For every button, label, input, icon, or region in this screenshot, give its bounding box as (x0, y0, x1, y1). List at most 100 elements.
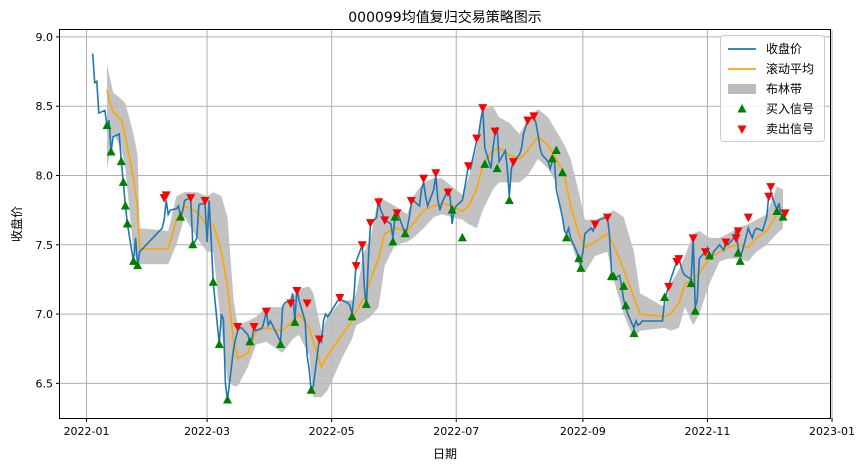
sell-signal-marker (314, 335, 324, 345)
buy-signal-marker (576, 263, 586, 272)
buy-signal-marker (557, 167, 567, 177)
sell-signal-marker (700, 248, 710, 257)
buy-signal-marker (245, 336, 255, 346)
chart-title: 000099均值复归交易策略图示 (348, 9, 541, 26)
sell-signal-marker (357, 241, 367, 250)
x-tick-label: 2022-07 (433, 425, 479, 438)
sell-signal-marker (764, 192, 774, 202)
y-tick-label: 7.0 (36, 308, 54, 321)
buy-signal-marker (222, 394, 232, 404)
sell-signal-marker (351, 262, 361, 271)
x-tick-label: 2023-01 (809, 425, 855, 438)
sell-signal-marker (721, 238, 731, 248)
sell-signal-marker (186, 194, 196, 203)
y-tick-label: 8.0 (36, 170, 54, 183)
sell-signal-marker (523, 116, 533, 126)
buy-signal-marker (129, 256, 139, 265)
buy-signal-marker (208, 277, 218, 286)
buy-signal-marker (361, 299, 371, 308)
rolling-mean-line (106, 89, 784, 369)
sell-signal-marker (419, 174, 429, 184)
rolling-mean-series (106, 89, 784, 369)
sell-signal-marker (731, 234, 741, 243)
sell-signal-marker (286, 299, 296, 308)
buy-signals (102, 120, 788, 404)
sell-signal-marker (602, 213, 612, 223)
x-tick-label: 2022-03 (184, 425, 230, 438)
buy-signal-marker (120, 200, 130, 210)
sell-signal-marker (392, 209, 402, 218)
buy-signal-marker (562, 232, 572, 242)
legend-box (720, 35, 825, 142)
buy-signal-marker (276, 339, 286, 349)
sell-signal-marker (674, 255, 684, 264)
buy-signal-marker (214, 339, 224, 349)
buy-signal-marker (133, 260, 143, 270)
plot-area (59, 29, 831, 419)
sell-signal-marker (664, 282, 674, 292)
buy-signal-marker (686, 278, 696, 288)
x-tick-label: 2022-09 (560, 425, 606, 438)
x-tick-label: 2022-01 (64, 425, 110, 438)
bollinger-band (107, 64, 783, 398)
buy-signal-marker (609, 271, 619, 281)
buy-signal-marker (492, 163, 502, 173)
sell-signal-marker (508, 158, 518, 167)
legend-swatch-buy (737, 104, 747, 113)
buy-signal-marker (621, 300, 631, 310)
buy-signal-marker (660, 292, 670, 301)
sell-signal-marker (233, 323, 243, 332)
buy-signal-marker (735, 256, 745, 265)
buy-signal-marker (388, 237, 398, 246)
buy-signal-marker (504, 195, 514, 204)
buy-signal-marker (547, 153, 557, 163)
sell-signal-marker (249, 323, 259, 332)
buy-signal-marker (551, 145, 561, 155)
sell-signal-marker (380, 216, 390, 225)
sell-signal-marker (292, 287, 302, 296)
sell-signal-marker (733, 227, 743, 236)
sell-signal-marker (406, 196, 416, 206)
buy-signal-marker (619, 281, 629, 290)
sell-signal-marker (261, 307, 271, 317)
sell-signal-marker (590, 220, 600, 229)
buy-signal-marker (290, 317, 300, 326)
y-tick-label: 6.5 (36, 377, 54, 390)
buy-signal-marker (122, 219, 132, 228)
y-tick-label: 7.5 (36, 239, 54, 252)
buy-signal-marker (106, 146, 116, 156)
x-tick-label: 2022-05 (309, 425, 355, 438)
legend-label-band: 布林带 (766, 82, 802, 96)
buy-signal-marker (400, 228, 410, 238)
buy-signal-marker (772, 206, 782, 216)
x-tick-label: 2022-11 (684, 425, 730, 438)
sell-signal-marker (463, 162, 473, 171)
sell-signal-marker (431, 169, 441, 178)
legend-label-buy: 买入信号 (766, 102, 814, 116)
sell-signal-marker (743, 213, 753, 223)
x-axis-label: 日期 (433, 447, 457, 461)
sell-signal-marker (766, 183, 776, 192)
sell-signal-marker (335, 293, 345, 303)
sell-signal-marker (374, 198, 384, 207)
buy-signal-marker (480, 159, 490, 168)
legend-swatch-band (728, 84, 756, 94)
sell-signal-marker (443, 188, 453, 198)
buy-signal-marker (574, 253, 584, 263)
buy-signal-marker (176, 212, 186, 221)
buy-signal-marker (118, 177, 128, 186)
buy-signal-marker (733, 248, 743, 257)
legend-label-close: 收盘价 (766, 41, 802, 56)
sell-signal-marker (780, 209, 790, 218)
y-axis: 6.5 7.0 7.5 8.0 8.5 9.0 (36, 31, 60, 390)
band-area (107, 64, 783, 398)
x-axis: 2022-01 2022-03 2022-05 2022-07 2022-09 2022-… (64, 418, 855, 438)
sell-signal-marker (365, 219, 375, 228)
buy-signal-marker (116, 156, 126, 166)
sell-signal-marker (490, 127, 500, 137)
buy-signal-marker (457, 232, 467, 242)
sell-signal-marker (302, 299, 312, 308)
buy-signal-marker (102, 120, 112, 130)
